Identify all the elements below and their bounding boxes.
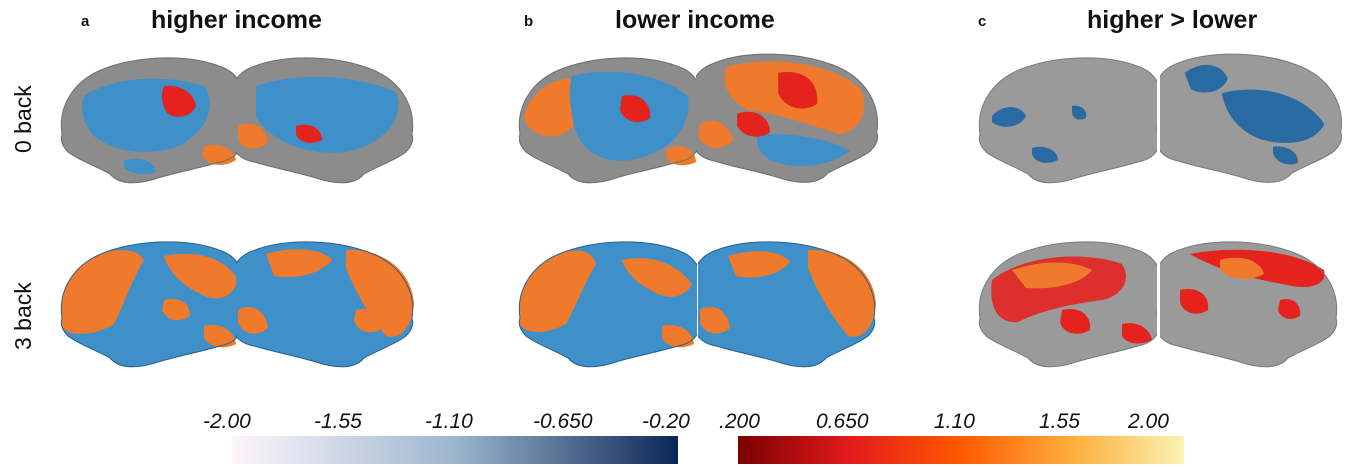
brain-c-3back-left [978, 241, 1157, 368]
panel-title-c: higher > lower [1087, 6, 1258, 34]
brain-a-3back-right [236, 241, 414, 368]
panel-letter-c: c [978, 13, 987, 30]
colorbar-tick-pos-0: .200 [719, 410, 760, 433]
panel-letter-b: b [524, 13, 534, 30]
panel-letter-a: a [81, 13, 90, 30]
colorbar-tick-pos-4: 2.00 [1128, 410, 1169, 433]
colorbar-positive [738, 436, 1184, 464]
brain-b-3back-right [698, 241, 876, 368]
brain-b-0back-right [696, 53, 879, 183]
brain-a-3back-left [60, 241, 239, 368]
colorbar-tick-neg-1: -1.55 [314, 410, 362, 433]
brain-c-0back-right [1160, 53, 1343, 183]
colorbar-tick-neg-2: -1.10 [425, 410, 473, 433]
colorbar-tick-pos-3: 1.55 [1039, 410, 1080, 433]
brain-c-0back-left [978, 57, 1157, 184]
brain-a-0back-right [236, 57, 414, 184]
panel-title-a: higher income [151, 6, 322, 34]
brain-b-0back-left [518, 57, 697, 184]
colorbar-tick-pos-2: 1.10 [934, 410, 975, 433]
brain-b-3back-left [518, 241, 697, 368]
row-label-3-back: 3 back [10, 282, 36, 350]
brain-c-3back-right [1160, 241, 1338, 368]
brain-a-0back-left [60, 57, 239, 184]
panel-title-b: lower income [615, 6, 775, 34]
colorbar-negative [232, 436, 678, 464]
colorbar-tick-neg-0: -2.00 [203, 410, 251, 433]
row-label-0-back: 0 back [10, 85, 36, 153]
colorbar-tick-pos-1: 0.650 [816, 410, 869, 433]
colorbar-tick-neg-4: -0.20 [642, 410, 690, 433]
colorbar-tick-neg-3: -0.650 [533, 410, 593, 433]
